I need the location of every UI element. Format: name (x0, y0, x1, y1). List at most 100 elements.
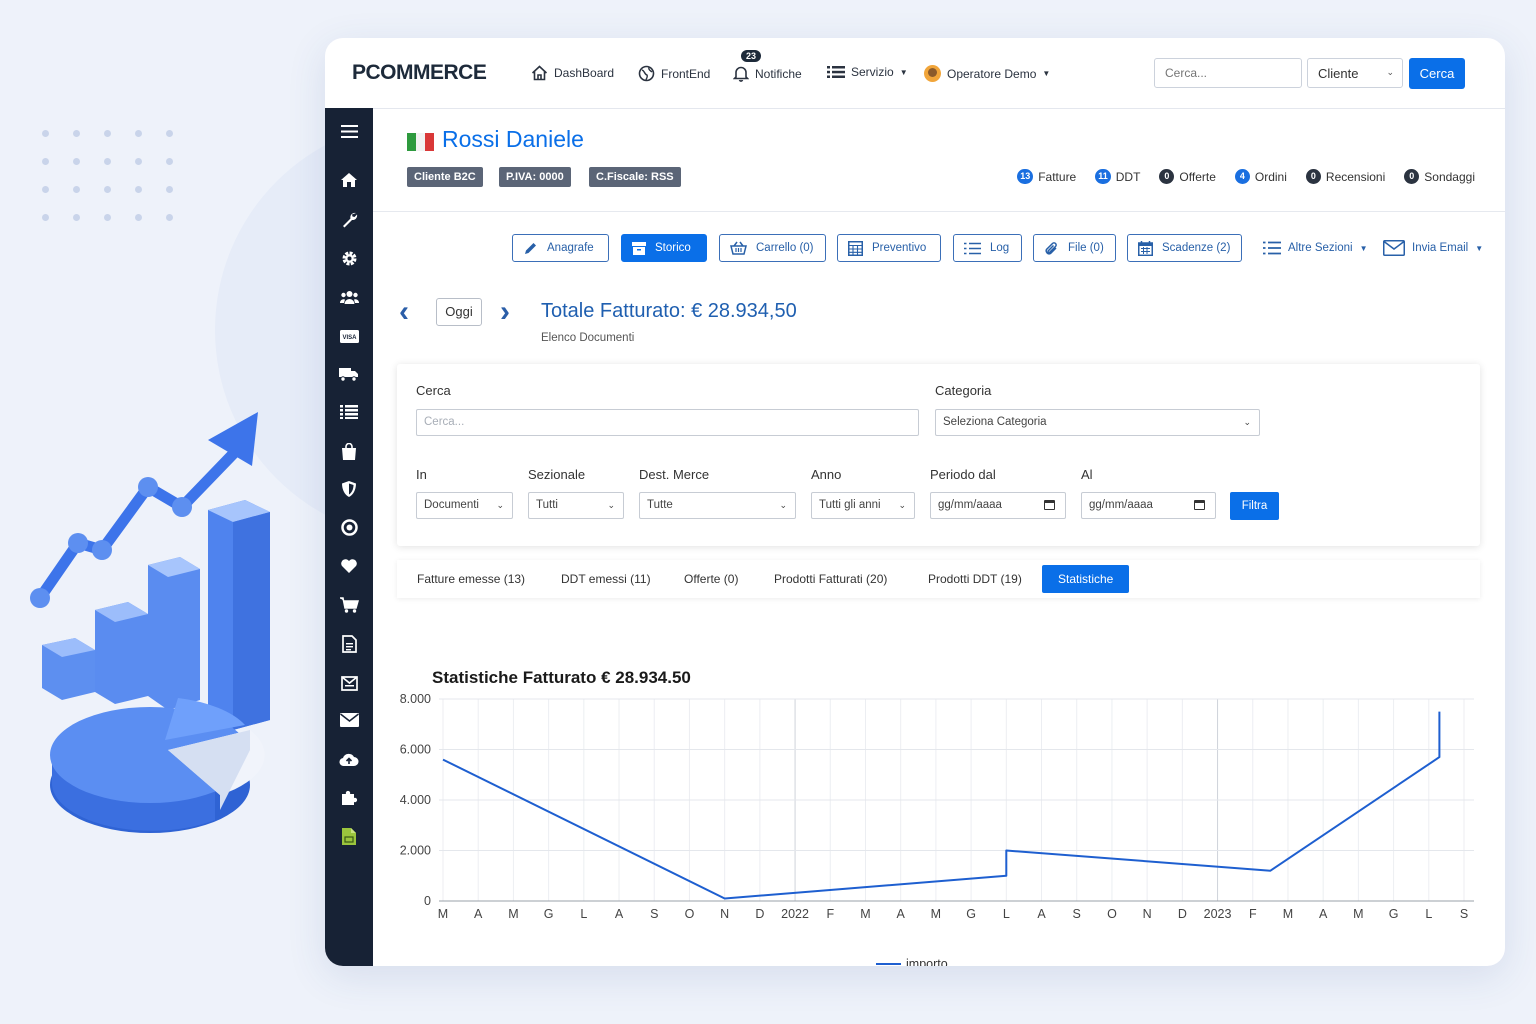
brand-logo[interactable]: PCOMMERCE (352, 61, 487, 84)
periodo-dal-placeholder: gg/mm/aaaa (938, 499, 1002, 511)
carrello-label: Carrello (0) (756, 242, 814, 254)
menu-toggle-icon[interactable] (339, 121, 359, 141)
count-badge: 0 (1159, 169, 1175, 184)
nav-servizio-dropdown[interactable]: Servizio ▼ (827, 65, 908, 79)
dest-merce-select[interactable]: Tutte ⌄ (639, 492, 796, 519)
file-button[interactable]: File (0) (1033, 234, 1116, 262)
envelope-icon[interactable] (339, 710, 359, 730)
pencil-icon (525, 242, 536, 254)
x-tick-label: O (685, 907, 695, 921)
periodo-dal-input[interactable]: gg/mm/aaaa (930, 492, 1066, 519)
shield-icon[interactable] (339, 479, 359, 499)
tab-ddt-emessi[interactable]: DDT emessi (11) (561, 572, 651, 586)
document-counters: 13 Fatture 11 DDT 0 Offerte 4 Ordini 0 Recens… (1017, 169, 1475, 184)
heart-icon[interactable] (339, 556, 359, 576)
bell-icon (733, 66, 749, 82)
calendar-icon[interactable] (1044, 500, 1055, 510)
list-icon[interactable] (339, 402, 359, 422)
tab-offerte[interactable]: Offerte (0) (684, 572, 739, 586)
mail-document-icon[interactable] (339, 672, 359, 692)
today-button[interactable]: Oggi (436, 298, 482, 326)
x-tick-label: M (931, 907, 941, 921)
nav-operatore-dropdown[interactable]: Operatore Demo ▼ (924, 65, 1050, 82)
caret-down-icon: ▼ (1475, 243, 1484, 253)
scadenze-button[interactable]: Scadenze (2) (1127, 234, 1242, 262)
puzzle-icon[interactable] (339, 787, 359, 807)
categoria-value: Seleziona Categoria (943, 416, 1047, 428)
nav-frontend-label: FrontEnd (661, 66, 711, 81)
al-input[interactable]: gg/mm/aaaa (1081, 492, 1216, 519)
wrench-icon[interactable] (339, 209, 359, 229)
cerca-input[interactable]: Cerca... (416, 409, 919, 436)
counter-offerte[interactable]: 0 Offerte (1159, 169, 1216, 184)
in-label: In (416, 467, 427, 482)
nav-notifiche[interactable]: Notifiche (733, 65, 802, 82)
x-tick-label: N (720, 907, 729, 921)
archive-box-icon (632, 241, 646, 255)
in-select[interactable]: Documenti ⌄ (416, 492, 513, 519)
cart-icon[interactable] (339, 595, 359, 615)
credit-card-visa-icon[interactable]: VISA (339, 326, 359, 346)
gear-icon[interactable] (339, 248, 359, 268)
tab-prodotti-fatturati[interactable]: Prodotti Fatturati (20) (774, 572, 888, 586)
chevron-down-icon: ⌄ (607, 500, 615, 510)
calendar-icon[interactable] (1194, 500, 1205, 510)
x-tick-label: G (1389, 907, 1399, 921)
top-search-button[interactable]: Cerca (1409, 58, 1465, 89)
calendar-icon (1138, 240, 1153, 256)
vat-tag: P.IVA: 0000 (499, 167, 571, 187)
x-tick-label: G (966, 907, 976, 921)
nav-servizio-label: Servizio (851, 65, 894, 79)
excel-file-icon[interactable] (339, 826, 359, 846)
shopping-bag-icon[interactable] (339, 441, 359, 461)
home-icon[interactable] (339, 170, 359, 190)
users-icon[interactable] (339, 287, 359, 307)
altre-sezioni-dropdown[interactable]: Altre Sezioni ▼ (1263, 234, 1367, 262)
customer-type-tag: Cliente B2C (407, 167, 483, 187)
sezionale-select[interactable]: Tutti ⌄ (528, 492, 624, 519)
next-period-icon[interactable]: › (500, 295, 510, 328)
caret-down-icon: ▼ (1359, 243, 1368, 253)
counter-sondaggi[interactable]: 0 Sondaggi (1404, 169, 1475, 184)
nav-frontend[interactable]: FrontEnd (638, 65, 710, 82)
counter-fatture[interactable]: 13 Fatture (1017, 169, 1076, 184)
envelope-outline-icon (1383, 240, 1405, 256)
nav-dashboard[interactable]: DashBoard (531, 65, 614, 81)
altre-sezioni-label: Altre Sezioni (1288, 242, 1353, 254)
log-label: Log (990, 242, 1010, 254)
tab-prodotti-ddt[interactable]: Prodotti DDT (19) (928, 572, 1022, 586)
list-icon (1263, 241, 1281, 255)
tab-statistiche[interactable]: Statistiche (1042, 565, 1130, 593)
anagrafe-button[interactable]: Anagrafe (512, 234, 609, 262)
counter-ddt[interactable]: 11 DDT (1095, 169, 1140, 184)
categoria-select[interactable]: Seleziona Categoria ⌄ (935, 409, 1260, 436)
total-invoiced: Totale Fatturato: € 28.934,50 (541, 300, 797, 322)
invia-email-dropdown[interactable]: Invia Email ▼ (1383, 234, 1483, 262)
truck-icon[interactable] (339, 364, 359, 384)
sezionale-value: Tutti (536, 499, 558, 511)
log-button[interactable]: Log (953, 234, 1022, 262)
x-tick-label: D (1178, 907, 1187, 921)
search-type-select[interactable]: Cliente ⌄ (1307, 58, 1403, 88)
counter-ordini[interactable]: 4 Ordini (1234, 169, 1287, 184)
preventivo-button[interactable]: Preventivo (837, 234, 941, 262)
top-search-input[interactable] (1154, 58, 1302, 88)
x-tick-label: M (508, 907, 518, 921)
y-tick-label: 0 (424, 894, 431, 908)
tab-fatture-emesse[interactable]: Fatture emesse (13) (417, 572, 526, 586)
fiscal-code-tag: C.Fiscale: RSS (589, 167, 681, 187)
legend-label: importo (906, 957, 948, 966)
counter-recensioni[interactable]: 0 Recensioni (1305, 169, 1385, 184)
previous-period-icon[interactable]: ‹ (399, 295, 409, 328)
carrello-button[interactable]: Carrello (0) (719, 234, 826, 262)
x-tick-label: A (615, 907, 624, 921)
x-tick-label: M (1283, 907, 1293, 921)
lifebuoy-icon[interactable] (339, 517, 359, 537)
cloud-upload-icon[interactable] (339, 749, 359, 769)
italy-flag-icon (407, 133, 434, 151)
document-icon[interactable] (339, 634, 359, 654)
storico-button[interactable]: Storico (621, 234, 707, 262)
anno-select[interactable]: Tutti gli anni ⌄ (811, 492, 915, 519)
chart-legend[interactable]: importo (876, 957, 948, 966)
filtra-button[interactable]: Filtra (1230, 492, 1279, 520)
